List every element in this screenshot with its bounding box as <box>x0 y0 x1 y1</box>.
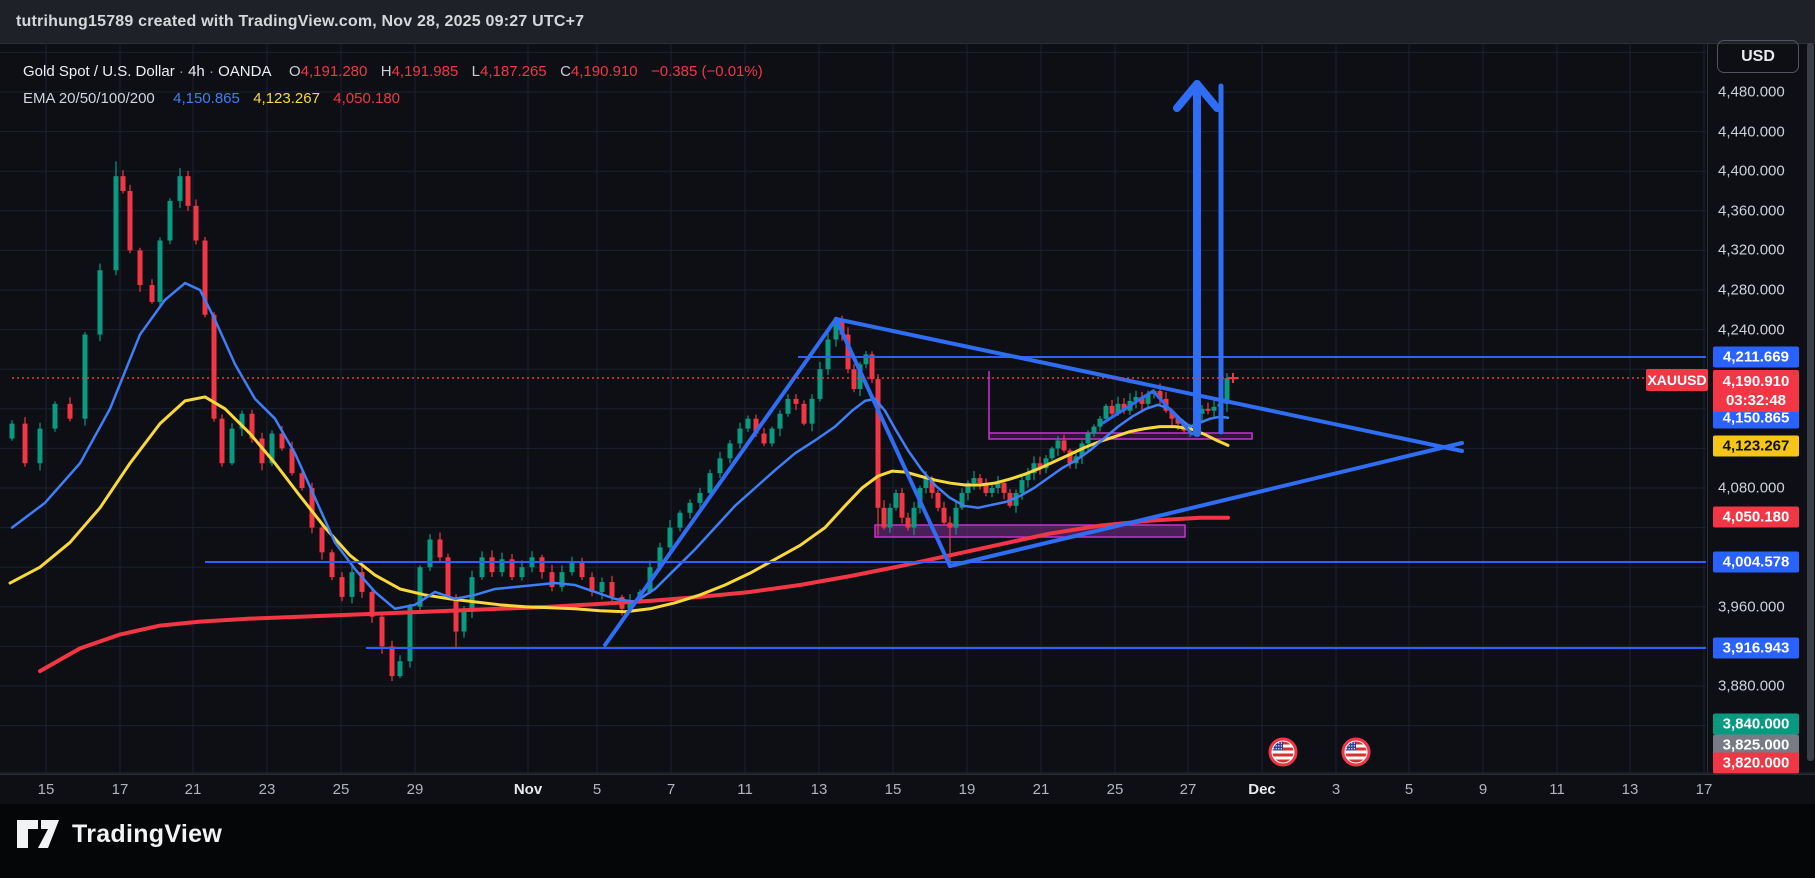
ema20-value: 4,150.865 <box>173 90 240 107</box>
time-tick-label: 9 <box>1478 781 1488 798</box>
price-level-badge: 4,150.865 <box>1713 407 1799 429</box>
exchange-label: OANDA <box>218 63 271 80</box>
price-tick-label: 4,080.000 <box>1718 479 1785 497</box>
attribution-text: tutrihung15789 created with TradingView.… <box>16 12 585 30</box>
time-tick-label: 5 <box>592 781 602 798</box>
time-tick-label: 29 <box>406 781 424 798</box>
time-tick-label: 15 <box>37 781 55 798</box>
price-tick-label: 4,480.000 <box>1718 83 1785 101</box>
last-price-plus-marker <box>1228 373 1238 383</box>
ema-legend[interactable]: EMA 20/50/100/200 4,150.865 4,123.267 4,… <box>23 90 400 107</box>
horizontal-alert-lines[interactable] <box>205 356 1706 649</box>
symbol-legend[interactable]: Gold Spot / U.S. Dollar · 4h · OANDA O4,… <box>23 63 763 80</box>
price-tick-label: 4,280.000 <box>1718 281 1785 299</box>
ema200-line <box>38 515 1230 674</box>
time-tick-label: 27 <box>1179 781 1197 798</box>
attribution-bar: tutrihung15789 created with TradingView.… <box>0 0 1815 44</box>
price-level-badge: 3,825.000 <box>1713 734 1799 756</box>
ema-overlays <box>8 281 1230 674</box>
us-flag-event-icon[interactable] <box>1341 737 1371 767</box>
footer-bar: TradingView <box>0 804 1815 878</box>
symbol-title[interactable]: Gold Spot / U.S. Dollar <box>23 63 175 80</box>
us-flag-event-icon[interactable] <box>1268 737 1298 767</box>
bar-countdown: 03:32:48 <box>1725 392 1787 409</box>
time-axis[interactable]: 15 17 21 23 25 29 Nov 5 7 11 13 15 19 21 25 27 Dec 3 5 9 11 1… <box>0 774 1815 805</box>
open-label: O <box>288 63 301 80</box>
close-value: 4,190.910 <box>570 63 638 80</box>
time-tick-label: 17 <box>111 781 129 798</box>
symbol-price-tag: XAUUSD <box>1646 369 1708 391</box>
price-level-badge: 3,916.943 <box>1713 637 1799 659</box>
time-tick-label: 5 <box>1404 781 1414 798</box>
time-tick-label: 15 <box>884 781 902 798</box>
high-label: H <box>380 63 392 80</box>
price-level-badge: 4,004.578 <box>1713 551 1799 573</box>
ema50-value: 4,123.267 <box>253 90 320 107</box>
currency-toggle-button[interactable]: USD <box>1717 40 1799 73</box>
time-tick-label: 25 <box>1106 781 1124 798</box>
current-price-badge: 4,190.910 <box>1722 373 1790 390</box>
time-tick-label: 21 <box>184 781 202 798</box>
tradingview-logo-text: TradingView <box>72 819 223 848</box>
time-tick-label: 21 <box>1032 781 1050 798</box>
price-tick-label: 4,400.000 <box>1718 162 1785 180</box>
time-tick-label: 19 <box>958 781 976 798</box>
tradingview-logo-icon <box>17 820 59 848</box>
time-tick-label: 7 <box>666 781 676 798</box>
up-arrow-drawing[interactable] <box>1173 80 1221 437</box>
price-axis[interactable]: 4,480.000 4,440.000 4,400.000 4,360.000 4,32… <box>1707 43 1808 774</box>
close-label: C <box>560 63 571 80</box>
time-tick-label: 17 <box>1695 781 1713 798</box>
time-tick-label: 23 <box>258 781 276 798</box>
time-tick-label: 11 <box>737 781 753 798</box>
low-value: 4,187.265 <box>479 63 547 80</box>
time-tick-label: 11 <box>1549 781 1565 798</box>
interval-label[interactable]: 4h <box>188 63 205 80</box>
change-value: −0.385 (−0.01%) <box>650 63 763 80</box>
ema200-value: 4,050.180 <box>333 90 401 107</box>
price-level-badge: 4,123.267 <box>1713 435 1799 457</box>
price-level-badge: 3,840.000 <box>1713 713 1799 735</box>
price-tick-label: 4,360.000 <box>1718 202 1785 220</box>
high-value: 4,191.985 <box>391 63 459 80</box>
open-value: 4,191.280 <box>300 63 368 80</box>
price-tick-label: 4,320.000 <box>1718 241 1785 259</box>
low-label: L <box>471 63 480 80</box>
price-level-badge: 4,050.180 <box>1713 506 1799 528</box>
price-tick-label: 3,880.000 <box>1718 677 1785 695</box>
ema-label: EMA 20/50/100/200 <box>23 90 155 107</box>
tradingview-logo[interactable]: TradingView <box>16 818 222 850</box>
time-tick-label: Dec <box>1248 781 1276 798</box>
price-tick-label: 4,440.000 <box>1718 123 1785 141</box>
time-tick-label: 3 <box>1331 781 1341 798</box>
price-level-badge: 3,820.000 <box>1713 752 1799 774</box>
price-level-badge: 4,211.669 <box>1713 346 1799 368</box>
ema20-line <box>10 281 1230 611</box>
ema50-line <box>8 395 1230 614</box>
time-tick-label: 25 <box>332 781 350 798</box>
price-tick-label: 4,240.000 <box>1718 321 1785 339</box>
time-tick-label: 13 <box>1621 781 1639 798</box>
trendline-drawings[interactable] <box>603 317 1464 647</box>
grid-lines <box>0 43 1706 773</box>
time-tick-label: 13 <box>810 781 828 798</box>
vertical-scrollbar[interactable] <box>1807 43 1814 761</box>
price-tick-label: 3,960.000 <box>1718 598 1785 616</box>
time-tick-label: Nov <box>513 781 543 798</box>
